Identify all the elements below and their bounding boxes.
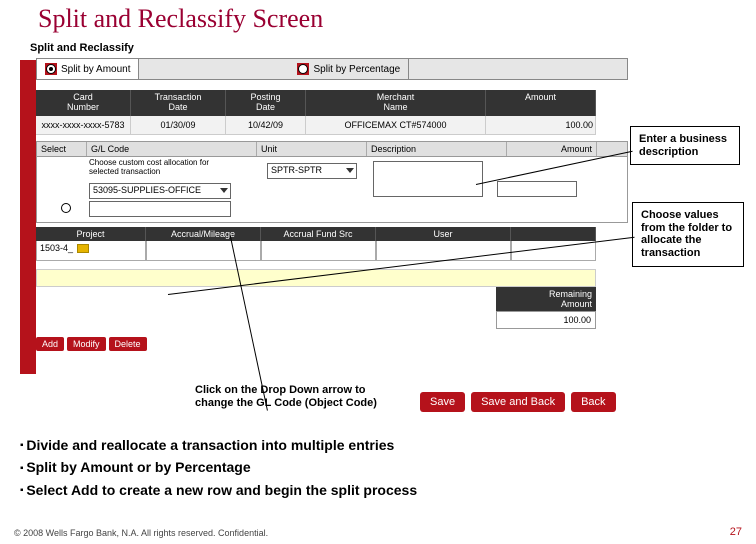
tx-header: CardNumber TransactionDate PostingDate M… (36, 90, 628, 116)
save-button[interactable]: Save (420, 392, 465, 412)
modify-button[interactable]: Modify (67, 337, 106, 351)
delete-button[interactable]: Delete (109, 337, 147, 351)
callout-glcode: Click on the Drop Down arrow to change t… (195, 384, 395, 409)
back-button[interactable]: Back (571, 392, 615, 412)
sr-fund[interactable] (261, 241, 376, 261)
save-back-button[interactable]: Save and Back (471, 392, 565, 412)
description-textarea[interactable] (373, 161, 483, 197)
bullet-2: Split by Amount or by Percentage (20, 456, 417, 478)
subgrid-row: 1503-4_ (36, 241, 628, 261)
fh-amt: Amount (507, 142, 597, 156)
app-subtitle: Split and Reclassify (30, 42, 628, 54)
browse-hint: Choose custom cost allocation forselecte… (89, 159, 239, 177)
radio-amount-icon (45, 63, 57, 75)
row-radio[interactable] (61, 203, 71, 216)
td-tran: 01/30/09 (131, 116, 226, 135)
tab-amount-label: Split by Amount (61, 64, 130, 75)
amount-input[interactable] (497, 181, 577, 197)
sh-blank (511, 227, 596, 241)
sr-mil[interactable] (146, 241, 261, 261)
sh-user: User (376, 227, 511, 241)
fh-gl: G/L Code (87, 142, 257, 156)
remaining-value: 100.00 (496, 311, 596, 329)
folder-icon[interactable] (77, 244, 89, 253)
filter-header: Select G/L Code Unit Description Amount (36, 141, 628, 157)
th-card: CardNumber (36, 90, 131, 116)
sr-proj[interactable]: 1503-4_ (36, 241, 146, 261)
td-card: xxxx-xxxx-xxxx-5783 (36, 116, 131, 135)
th-post: PostingDate (226, 90, 306, 116)
split-tabs: Split by Amount Split by Percentage (36, 58, 628, 80)
tab-split-percent[interactable]: Split by Percentage (289, 59, 409, 79)
sh-mil: Accrual/Mileage (146, 227, 261, 241)
radio-percent-icon (297, 63, 309, 75)
td-post: 10/42/09 (226, 116, 306, 135)
gl-code-input2[interactable] (89, 201, 231, 217)
main-buttons: Save Save and Back Back (420, 392, 616, 412)
fh-select: Select (37, 142, 87, 156)
sr-user[interactable] (376, 241, 511, 261)
unit-dropdown[interactable]: SPTR-SPTR (267, 163, 357, 179)
th-tran: TransactionDate (131, 90, 226, 116)
page-number: 27 (730, 526, 742, 538)
fh-unit: Unit (257, 142, 367, 156)
app-screenshot: Split and Reclassify Split by Amount Spl… (20, 42, 628, 351)
th-merch: MerchantName (306, 90, 486, 116)
sh-fund: Accrual Fund Src (261, 227, 376, 241)
tx-row: xxxx-xxxx-xxxx-5783 01/30/09 10/42/09 OF… (36, 116, 628, 135)
add-button[interactable]: Add (36, 337, 64, 351)
bullet-1: Divide and reallocate a transaction into… (20, 434, 417, 456)
fh-desc: Description (367, 142, 507, 156)
remaining-label: RemainingAmount (496, 287, 596, 311)
callout-description: Enter a business description (630, 126, 740, 165)
callout-folder: Choose values from the folder to allocat… (632, 202, 744, 267)
row-actions: Add Modify Delete (36, 337, 628, 351)
tab-percent-label: Split by Percentage (313, 64, 400, 75)
footer-copyright: © 2008 Wells Fargo Bank, N.A. All rights… (14, 528, 268, 538)
gl-code-dropdown[interactable]: 53095-SUPPLIES-OFFICE (89, 183, 231, 199)
slide-bullets: Divide and reallocate a transaction into… (20, 434, 417, 501)
subgrid-header: Project Accrual/Mileage Accrual Fund Src… (36, 227, 628, 241)
bullet-3: Select Add to create a new row and begin… (20, 479, 417, 501)
sh-proj: Project (36, 227, 146, 241)
th-amt: Amount (486, 90, 596, 116)
yellow-strip (36, 269, 596, 287)
remaining-box: RemainingAmount 100.00 (496, 287, 596, 329)
filter-body: Choose custom cost allocation forselecte… (36, 157, 628, 223)
slide-title: Split and Reclassify Screen (38, 4, 756, 34)
tab-split-amount[interactable]: Split by Amount (37, 59, 139, 79)
td-amt: 100.00 (486, 116, 596, 135)
td-merch: OFFICEMAX CT#574000 (306, 116, 486, 135)
